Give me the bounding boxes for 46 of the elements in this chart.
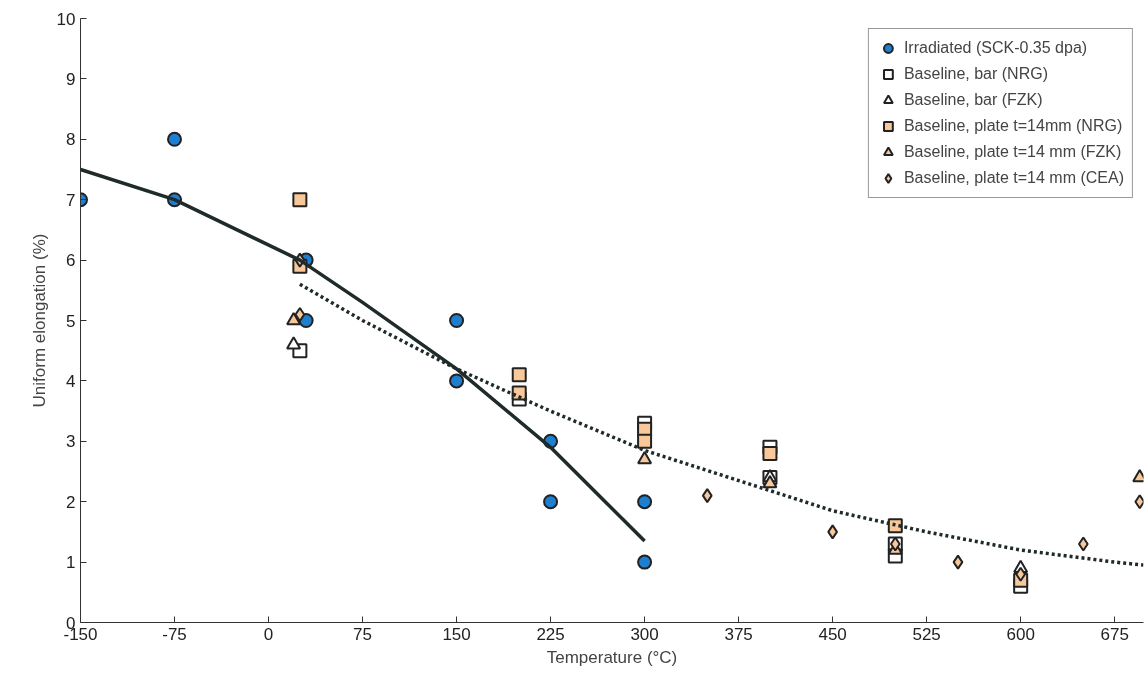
- x-tick-label: 675: [1100, 624, 1129, 644]
- point: [637, 433, 653, 449]
- point: [762, 475, 778, 489]
- point: [449, 373, 465, 389]
- y-tick-label: 4: [66, 371, 76, 391]
- legend-label: Baseline, plate t=14 mm (FZK): [903, 143, 1122, 161]
- x-tick-label: 300: [630, 624, 659, 644]
- legend-label: Baseline, bar (FZK): [903, 91, 1043, 109]
- x-tick-label: 600: [1006, 624, 1035, 644]
- x-tick-label: 0: [263, 624, 274, 644]
- point: [286, 336, 302, 350]
- legend-label: Baseline, plate t=14mm (NRG): [903, 117, 1123, 135]
- point: [511, 367, 527, 383]
- y-tick-label: 2: [66, 492, 76, 512]
- x-tick-label: 225: [536, 624, 565, 644]
- x-tick-label: 150: [442, 624, 471, 644]
- point: [701, 488, 713, 504]
- legend-label: Irradiated (SCK-0.35 dpa): [903, 39, 1088, 57]
- x-tick-label: 375: [724, 624, 753, 644]
- y-tick-label: 7: [66, 190, 76, 210]
- y-tick-label: 6: [66, 251, 76, 271]
- point: [167, 131, 183, 147]
- y-axis-title: Uniform elongation (%): [29, 233, 49, 408]
- y-tick-label: 3: [66, 432, 76, 452]
- point: [952, 554, 964, 570]
- point: [637, 450, 653, 465]
- x-tick-label: 525: [912, 624, 941, 644]
- point: [449, 313, 465, 328]
- point: [294, 306, 306, 322]
- x-tick-label: -75: [162, 624, 187, 644]
- y-tick-label: 9: [66, 69, 76, 89]
- point: [762, 445, 778, 461]
- x-tick-label: 450: [818, 624, 847, 644]
- y-tick-label: 5: [66, 311, 76, 331]
- y-tick-label: 10: [56, 9, 76, 29]
- point: [286, 311, 302, 326]
- y-tick-label: 8: [66, 130, 76, 150]
- point: [543, 494, 559, 510]
- x-tick-label: 75: [353, 624, 373, 644]
- legend-label: Baseline, bar (NRG): [903, 65, 1048, 83]
- x-axis-title: Temperature (°C): [546, 647, 678, 667]
- point: [637, 554, 653, 570]
- point: [637, 494, 653, 510]
- y-tick-label: 1: [66, 553, 76, 573]
- legend-label: Baseline, plate t=14 mm (CEA): [903, 169, 1124, 187]
- point: [292, 192, 308, 208]
